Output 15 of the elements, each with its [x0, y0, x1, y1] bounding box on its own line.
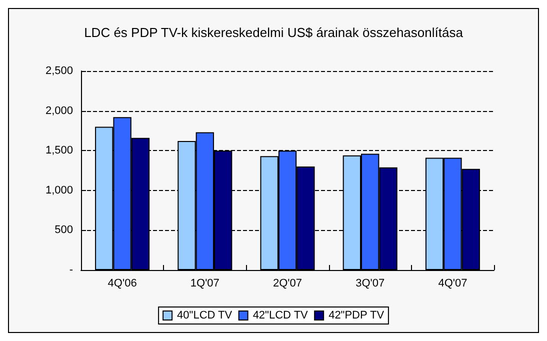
legend-label: 42"PDP TV: [328, 310, 385, 322]
legend-label: 40"LCD TV: [177, 310, 233, 322]
x-tick-label: 2Q'07: [272, 278, 302, 290]
x-tick-label: 1Q'07: [190, 278, 220, 290]
y-tick-label: 1,500: [45, 144, 73, 157]
y-tick-label: 1,000: [45, 184, 73, 196]
y-tick-label: -: [69, 264, 74, 276]
legend-label: 42"LCD TV: [252, 310, 309, 322]
x-tick-label: 4Q'06: [108, 278, 137, 290]
chart-title: LDC és PDP TV-k kiskereskedelmi US$ árainak összehasonlítása: [84, 25, 464, 40]
x-tick-label: 4Q'07: [438, 278, 468, 290]
y-tick-label: 2,000: [45, 104, 73, 117]
y-tick-label: 2,500: [45, 65, 73, 77]
x-tick-label: 3Q'07: [356, 278, 385, 290]
y-tick-label: 500: [54, 224, 73, 236]
